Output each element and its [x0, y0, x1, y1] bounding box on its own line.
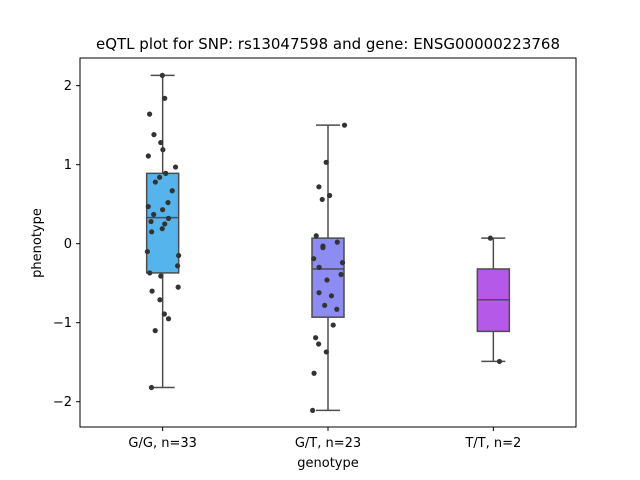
data-point	[161, 311, 167, 317]
x-tick-label: G/G, n=33	[128, 436, 196, 451]
data-point	[145, 203, 151, 210]
data-point	[157, 297, 163, 303]
data-point	[169, 188, 175, 194]
data-point	[319, 196, 325, 203]
data-point	[158, 139, 164, 146]
data-point	[311, 256, 317, 262]
y-tick-label: −2	[53, 395, 72, 410]
data-point	[316, 290, 322, 296]
data-point	[159, 226, 165, 232]
data-point	[165, 199, 171, 206]
data-point	[496, 358, 503, 365]
x-axis-title: genotype	[297, 456, 358, 471]
data-point	[152, 179, 158, 185]
data-point	[313, 233, 319, 239]
data-point	[151, 211, 157, 218]
data-point	[487, 235, 493, 241]
data-point	[174, 263, 181, 269]
y-tick-label: 1	[64, 158, 72, 173]
data-point	[334, 239, 340, 245]
data-point	[323, 349, 329, 355]
data-point	[152, 328, 158, 334]
data-point	[323, 159, 329, 165]
data-point	[162, 221, 168, 227]
data-point	[158, 273, 164, 279]
data-point	[338, 271, 344, 278]
data-point	[149, 288, 155, 294]
data-point	[341, 122, 348, 128]
data-point	[160, 207, 166, 213]
data-point	[339, 260, 346, 266]
data-point	[324, 277, 330, 283]
data-point	[310, 407, 316, 414]
plot-area: 2 1 0 −1 −2 G/G, n=33 G/T, n=23 T/T, n=2	[53, 57, 577, 451]
x-tick-label: G/T, n=23	[295, 436, 361, 451]
data-point	[151, 132, 157, 138]
data-point	[322, 302, 328, 308]
data-point	[316, 341, 322, 347]
data-point	[328, 293, 335, 299]
data-point	[316, 264, 322, 270]
data-point	[320, 245, 326, 251]
data-point	[149, 229, 155, 235]
data-point	[165, 316, 172, 322]
chart-title: eQTL plot for SNP: rs13047598 and gene: …	[96, 35, 560, 53]
data-point	[172, 164, 179, 170]
data-point	[147, 270, 153, 276]
x-tick-label: T/T, n=2	[464, 436, 521, 451]
data-point	[334, 306, 340, 312]
data-point	[330, 322, 336, 328]
data-point	[159, 72, 165, 78]
y-axis-title: phenotype	[30, 208, 45, 278]
data-point	[163, 170, 169, 176]
data-point	[313, 335, 319, 341]
data-point	[160, 147, 166, 153]
data-point	[176, 252, 182, 259]
y-tick-label: −1	[53, 316, 72, 331]
data-point	[144, 248, 150, 255]
data-point	[175, 284, 181, 290]
data-point	[165, 215, 172, 222]
y-tick-label: 2	[64, 79, 72, 94]
data-point	[148, 218, 154, 225]
data-point	[162, 95, 168, 101]
data-point	[145, 153, 151, 159]
data-point	[157, 174, 163, 180]
data-point	[311, 370, 317, 376]
data-point	[326, 192, 333, 199]
data-point	[316, 184, 322, 190]
data-point	[148, 384, 155, 391]
y-tick-label: 0	[64, 237, 72, 252]
data-point	[146, 111, 153, 117]
